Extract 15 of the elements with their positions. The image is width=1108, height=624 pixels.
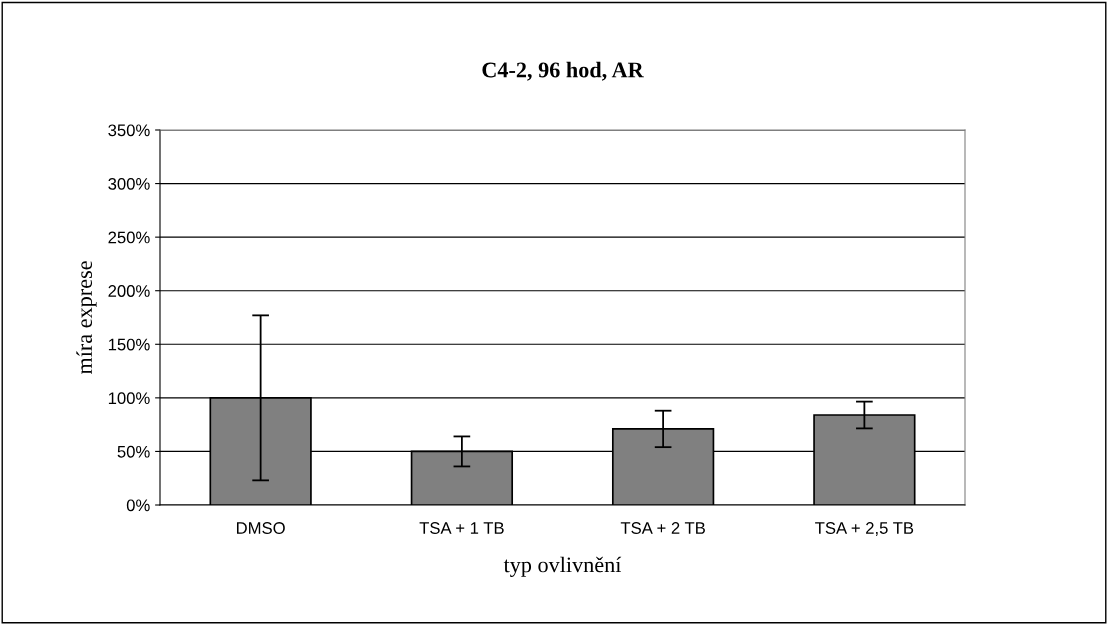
chart-title: C4-2, 96 hod, AR [482, 61, 644, 81]
x-tick-label: DMSO [236, 522, 285, 534]
x-tick-label: TSA + 2 TB [620, 522, 705, 534]
y-axis-title: míra exprese [76, 261, 97, 375]
y-tick-label: 150% [108, 338, 150, 351]
y-tick-label: 100% [108, 392, 150, 405]
x-tick-label: TSA + 2,5 TB [815, 522, 914, 536]
y-tick-label: 300% [108, 177, 150, 190]
y-tick-label: 350% [108, 124, 150, 137]
y-tick-label: 250% [108, 231, 150, 244]
y-tick-label: 0% [126, 499, 150, 512]
x-axis-title: typ ovlivnění [503, 556, 622, 577]
y-tick-label: 50% [117, 445, 150, 458]
x-tick-label: TSA + 1 TB [419, 522, 504, 534]
y-tick-label: 200% [108, 285, 150, 297]
